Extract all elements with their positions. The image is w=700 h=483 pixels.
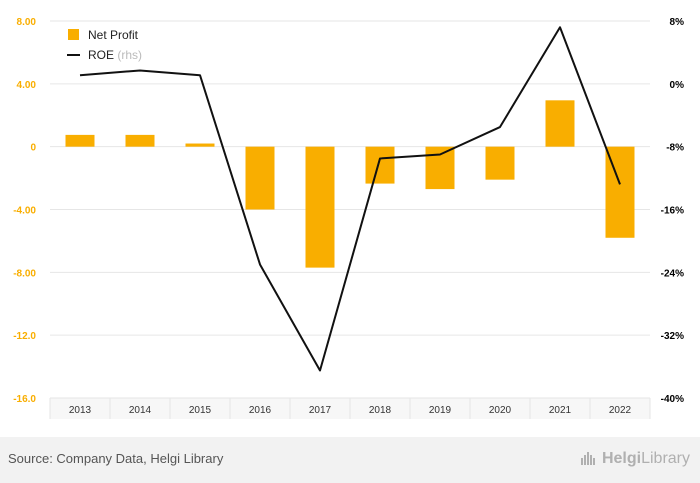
legend-label-net-profit: Net Profit bbox=[88, 28, 139, 42]
library-icon bbox=[580, 452, 595, 465]
bar-net-profit bbox=[305, 146, 335, 268]
roe-line bbox=[79, 26, 621, 372]
left-axis-tick-label: -4.00 bbox=[13, 206, 36, 217]
left-axis-tick-label: -12.0 bbox=[13, 331, 36, 342]
bar-net-profit bbox=[185, 143, 215, 147]
x-axis-tick-label: 2015 bbox=[189, 405, 212, 416]
right-axis-tick-label: 0% bbox=[670, 80, 685, 91]
brand-logo: HelgiLibrary bbox=[580, 449, 690, 468]
right-axis-tick-label: -40% bbox=[661, 394, 684, 405]
brand-name-1: Helgi bbox=[601, 450, 642, 467]
x-axis-tick-label: 2022 bbox=[609, 405, 632, 416]
brand-name-2: Library bbox=[641, 450, 690, 467]
x-axis-tick-label: 2014 bbox=[129, 405, 152, 416]
legend-swatch-net-profit bbox=[68, 29, 79, 40]
right-axis-tick-label: -32% bbox=[661, 331, 684, 342]
left-axis-tick-label: 4.00 bbox=[17, 80, 37, 91]
source-text: Source: Company Data, Helgi Library bbox=[8, 451, 224, 466]
x-axis-tick-label: 2018 bbox=[369, 405, 392, 416]
chart: 8.00 4.00 0 -4.00 -8.00 -12.0 -16.0 8% 0% -8% -16%… bbox=[13, 17, 685, 419]
bar-net-profit bbox=[425, 146, 455, 190]
right-axis-tick-label: -16% bbox=[661, 206, 684, 217]
x-axis-tick-label: 2016 bbox=[249, 405, 272, 416]
bar-net-profit bbox=[365, 146, 395, 184]
footer: Source: Company Data, Helgi Library Helg… bbox=[0, 437, 700, 483]
bar-net-profit bbox=[545, 100, 575, 147]
x-axis-tick-label: 2013 bbox=[69, 405, 92, 416]
bar-net-profit bbox=[245, 146, 275, 210]
x-axis-tick-label: 2021 bbox=[549, 405, 572, 416]
legend-label-roe-axis-note: (rhs) bbox=[117, 48, 142, 62]
left-axis-tick-label: 8.00 bbox=[17, 17, 37, 28]
right-axis-tick-label: 8% bbox=[670, 17, 685, 28]
x-axis-tick-label: 2019 bbox=[429, 405, 452, 416]
bar-net-profit bbox=[65, 134, 95, 147]
left-axis-tick-label: -16.0 bbox=[13, 394, 36, 405]
right-axis-tick-label: -24% bbox=[661, 268, 684, 279]
left-axis-tick-label: 0 bbox=[30, 143, 36, 154]
bar-net-profit bbox=[485, 146, 515, 180]
bar-net-profit bbox=[125, 134, 155, 147]
legend-label-roe: ROE (rhs) bbox=[88, 48, 142, 62]
x-axis-tick-label: 2020 bbox=[489, 405, 512, 416]
right-axis-tick-label: -8% bbox=[666, 143, 684, 154]
left-axis-tick-label: -8.00 bbox=[13, 268, 36, 279]
x-axis-tick-label: 2017 bbox=[309, 405, 332, 416]
